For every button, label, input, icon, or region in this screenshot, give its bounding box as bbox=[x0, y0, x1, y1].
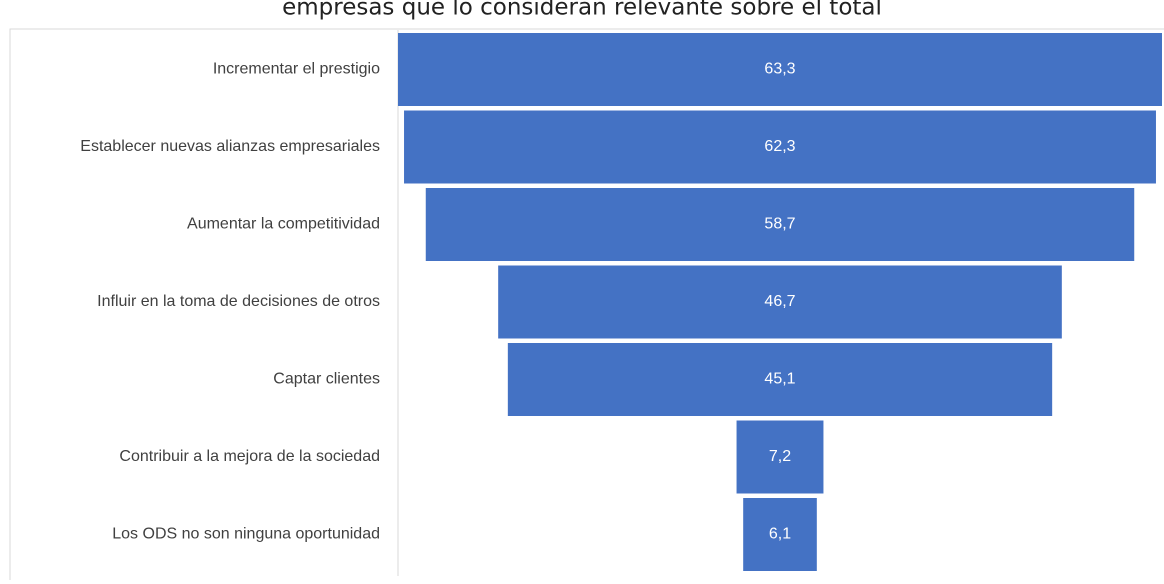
value-label: 63,3 bbox=[764, 61, 795, 78]
value-label: 46,7 bbox=[764, 293, 795, 310]
funnel-bar bbox=[743, 498, 817, 571]
value-label: 62,3 bbox=[764, 138, 795, 155]
funnel-bar bbox=[398, 33, 1162, 106]
funnel-bar bbox=[507, 343, 1053, 416]
category-label: Los ODS no son ninguna oportunidad bbox=[112, 526, 380, 543]
category-label: Incrementar el prestigio bbox=[213, 61, 380, 78]
chart-frame bbox=[9, 28, 1164, 584]
chart-title: empresas que lo consideran relevante sob… bbox=[282, 0, 882, 21]
funnel-bar bbox=[498, 265, 1062, 339]
value-label: 58,7 bbox=[764, 216, 795, 233]
value-label: 7,2 bbox=[769, 448, 791, 465]
category-label: Contribuir a la mejora de la sociedad bbox=[119, 448, 380, 465]
category-label: Captar clientes bbox=[273, 371, 380, 388]
category-label: Establecer nuevas alianzas empresariales bbox=[80, 138, 380, 155]
funnel-bar bbox=[404, 110, 1156, 184]
category-label: Aumentar la competitividad bbox=[187, 216, 380, 233]
category-label: Influir en la toma de decisiones de otro… bbox=[97, 293, 380, 310]
funnel-bar bbox=[736, 420, 824, 494]
funnel-bar bbox=[425, 188, 1135, 261]
value-label: 6,1 bbox=[769, 526, 791, 543]
value-label: 45,1 bbox=[764, 371, 795, 388]
